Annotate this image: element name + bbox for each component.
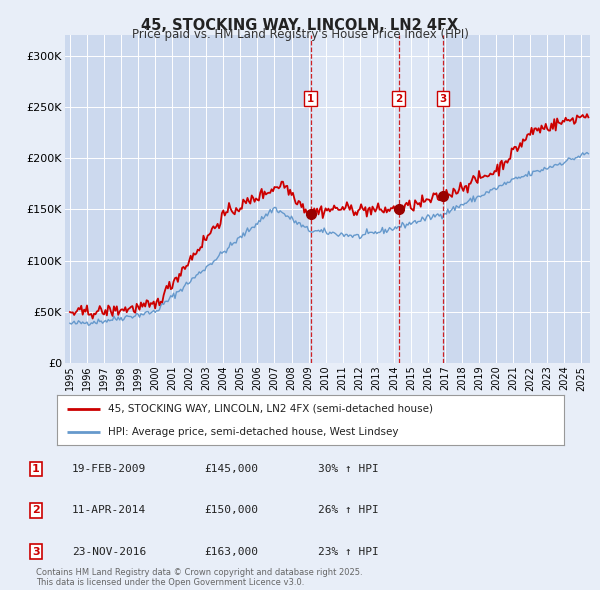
Text: 26% ↑ HPI: 26% ↑ HPI [318,506,379,515]
Text: Contains HM Land Registry data © Crown copyright and database right 2025.
This d: Contains HM Land Registry data © Crown c… [36,568,362,587]
Text: 23-NOV-2016: 23-NOV-2016 [72,547,146,556]
Text: 3: 3 [32,547,40,556]
Text: 2: 2 [395,94,402,104]
Text: 45, STOCKING WAY, LINCOLN, LN2 4FX: 45, STOCKING WAY, LINCOLN, LN2 4FX [142,18,458,32]
Text: £150,000: £150,000 [204,506,258,515]
Text: 19-FEB-2009: 19-FEB-2009 [72,464,146,474]
Text: 1: 1 [32,464,40,474]
Text: 45, STOCKING WAY, LINCOLN, LN2 4FX (semi-detached house): 45, STOCKING WAY, LINCOLN, LN2 4FX (semi… [108,404,433,414]
Text: Price paid vs. HM Land Registry's House Price Index (HPI): Price paid vs. HM Land Registry's House … [131,28,469,41]
Text: £163,000: £163,000 [204,547,258,556]
Text: 23% ↑ HPI: 23% ↑ HPI [318,547,379,556]
Bar [311,35,443,363]
Text: £145,000: £145,000 [204,464,258,474]
Text: 30% ↑ HPI: 30% ↑ HPI [318,464,379,474]
Text: 3: 3 [440,94,447,104]
Text: HPI: Average price, semi-detached house, West Lindsey: HPI: Average price, semi-detached house,… [108,427,398,437]
Text: 1: 1 [307,94,314,104]
Text: 11-APR-2014: 11-APR-2014 [72,506,146,515]
Text: 2: 2 [32,506,40,515]
